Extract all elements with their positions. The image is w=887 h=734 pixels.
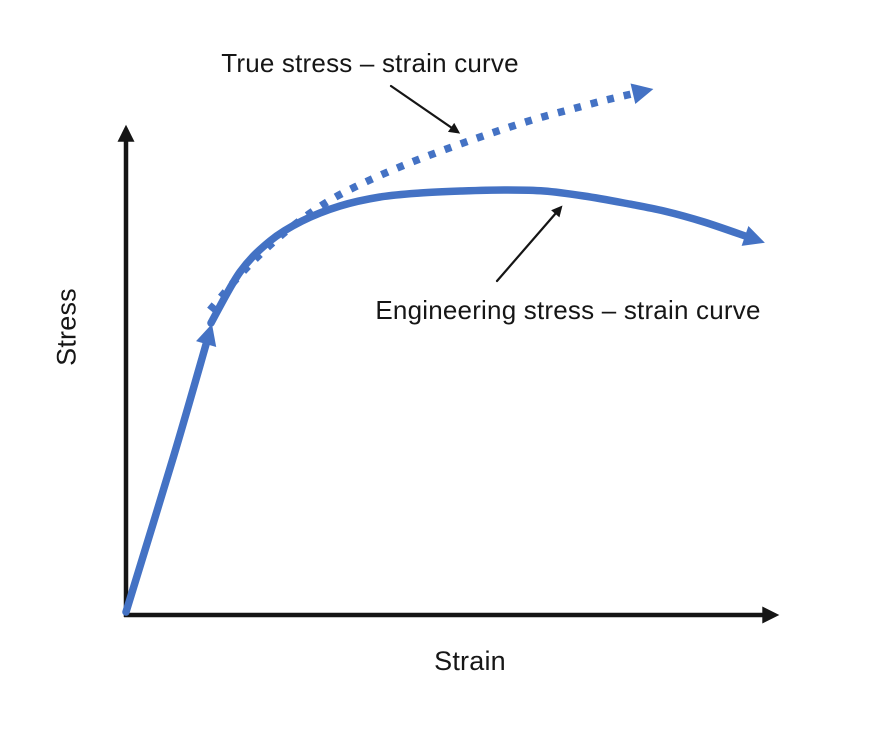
true-curve-pointer-arrow	[389, 84, 461, 134]
engineering-curve-pointer-arrow	[495, 205, 563, 283]
true-curve-label: True stress – strain curve	[221, 48, 519, 78]
true-curve	[207, 83, 654, 313]
engineering-curve-elastic-segment	[122, 323, 217, 616]
y-axis-label: Stress	[51, 288, 82, 366]
x-axis-label: Strain	[434, 646, 506, 676]
engineering-curve-label: Engineering stress – strain curve	[375, 295, 761, 325]
